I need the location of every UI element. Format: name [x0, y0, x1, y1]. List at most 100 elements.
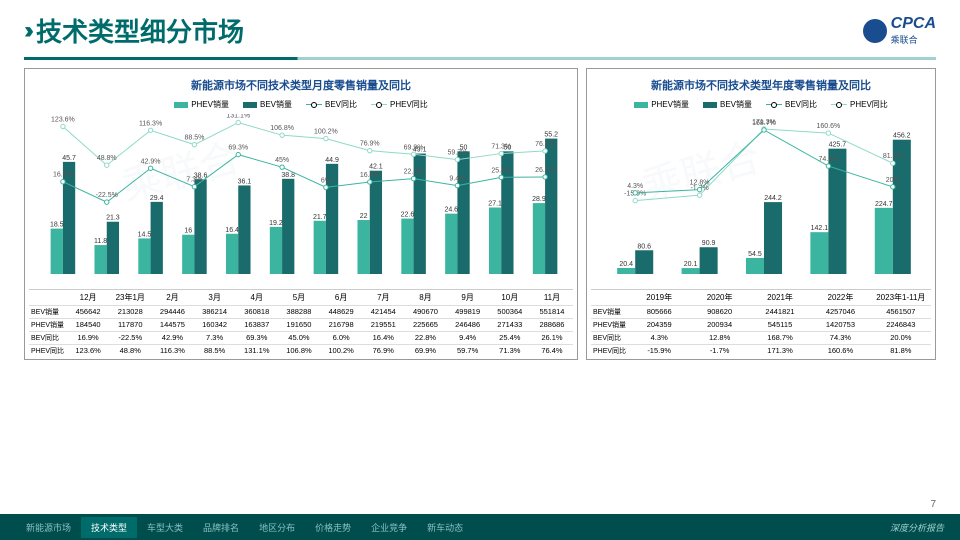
- svg-text:55.2: 55.2: [544, 132, 558, 139]
- svg-text:21.3: 21.3: [106, 215, 120, 222]
- footer-tab[interactable]: 新车动态: [417, 517, 473, 538]
- footer-tab[interactable]: 企业竞争: [361, 517, 417, 538]
- svg-text:22.6: 22.6: [401, 212, 415, 219]
- page-number: 7: [930, 499, 936, 510]
- header-divider: [24, 57, 936, 60]
- svg-text:22: 22: [360, 213, 368, 220]
- axis-label: 2019年: [629, 290, 689, 305]
- table-row: BEV同比4.3%12.8%168.7%74.3%20.0%: [591, 331, 931, 344]
- page-title: 技术类型细分市场: [36, 12, 244, 49]
- svg-text:76.9%: 76.9%: [360, 141, 380, 148]
- logo-icon: [863, 19, 887, 43]
- legend-item: PHEV同比: [371, 99, 428, 110]
- legend-item: BEV同比: [306, 99, 357, 110]
- axis-label: 3月: [194, 290, 236, 305]
- table-row: BEV销量805666908620244182142570464561507: [591, 305, 931, 318]
- svg-text:42.1: 42.1: [369, 164, 383, 171]
- svg-text:71.3%: 71.3%: [491, 144, 511, 151]
- logo-text: CPCA: [891, 15, 936, 33]
- svg-text:25.4%: 25.4%: [491, 167, 511, 174]
- logo-subtitle: 乘联合: [891, 33, 936, 46]
- svg-text:9.4%: 9.4%: [449, 176, 465, 183]
- chevron-icon: ››: [24, 17, 28, 45]
- svg-text:4.3%: 4.3%: [627, 183, 643, 190]
- svg-text:90.9: 90.9: [702, 240, 716, 247]
- svg-text:80.6: 80.6: [637, 243, 651, 250]
- axis-label: 2020年: [689, 290, 749, 305]
- svg-text:45.7: 45.7: [62, 155, 76, 162]
- footer-tab[interactable]: 品牌排名: [193, 517, 249, 538]
- svg-text:160.6%: 160.6%: [817, 123, 841, 130]
- svg-text:244.2: 244.2: [764, 195, 782, 202]
- charts-container: 新能源市场不同技术类型月度零售销量及同比 PHEV销量BEV销量BEV同比PHE…: [0, 68, 960, 360]
- svg-text:20%: 20%: [886, 177, 900, 184]
- table-row: BEV同比16.9%-22.5%42.9%7.3%69.3%45.0%6.0%1…: [29, 331, 573, 344]
- table-row: PHEV同比-15.9%-1.7%171.3%160.6%81.8%: [591, 344, 931, 357]
- monthly-axis: 12月23年1月2月3月4月5月6月7月8月9月10月11月: [29, 289, 573, 305]
- svg-text:42.9%: 42.9%: [141, 158, 161, 165]
- table-row: BEV销量45664221302829444638621436081838828…: [29, 305, 573, 318]
- svg-text:168.7%: 168.7%: [752, 120, 776, 127]
- axis-label: 9月: [447, 290, 489, 305]
- axis-label: 2021年: [750, 290, 810, 305]
- legend-item: PHEV销量: [174, 99, 229, 110]
- axis-label: 2023年1-11月: [871, 290, 931, 305]
- axis-label: 6月: [320, 290, 362, 305]
- yearly-table: BEV销量805666908620244182142570464561507PH…: [591, 305, 931, 357]
- axis-label: 11月: [531, 290, 573, 305]
- footer-tab[interactable]: 技术类型: [81, 517, 137, 538]
- svg-text:48.8%: 48.8%: [97, 155, 117, 162]
- svg-text:142.1: 142.1: [811, 225, 829, 232]
- yearly-axis: 2019年2020年2021年2022年2023年1-11月: [591, 289, 931, 305]
- table-row: PHEV销量20435920093454511514207532246843: [591, 318, 931, 331]
- axis-label: 10月: [489, 290, 531, 305]
- svg-text:11.8: 11.8: [94, 238, 107, 245]
- yearly-plot: 20.480.620.190.954.5244.2142.1425.7224.7…: [591, 114, 931, 289]
- footer-tab[interactable]: 价格走势: [305, 517, 361, 538]
- svg-text:28.9: 28.9: [532, 196, 546, 203]
- table-row: PHEV同比123.6%48.8%116.3%88.5%131.1%106.8%…: [29, 344, 573, 357]
- svg-text:224.7: 224.7: [875, 201, 893, 208]
- svg-text:-22.5%: -22.5%: [96, 192, 118, 199]
- svg-text:19.2: 19.2: [269, 220, 283, 227]
- svg-text:7.3%: 7.3%: [186, 177, 202, 184]
- svg-text:45%: 45%: [275, 157, 289, 164]
- svg-text:456.2: 456.2: [893, 133, 911, 140]
- svg-text:21.7: 21.7: [313, 214, 327, 221]
- legend-item: BEV销量: [703, 99, 752, 110]
- axis-label: 7月: [362, 290, 404, 305]
- monthly-plot: 18.545.711.821.314.529.41638.616.436.119…: [29, 114, 573, 289]
- footer-right-label: 深度分析报告: [890, 521, 944, 534]
- logo: CPCA 乘联合: [863, 15, 936, 46]
- svg-text:76.4%: 76.4%: [535, 141, 555, 148]
- legend-item: BEV销量: [243, 99, 292, 110]
- svg-text:100.2%: 100.2%: [314, 129, 338, 136]
- svg-text:44.9: 44.9: [325, 157, 339, 164]
- svg-text:69.9%: 69.9%: [404, 144, 424, 151]
- footer-tab[interactable]: 新能源市场: [16, 517, 81, 538]
- svg-text:54.5: 54.5: [748, 251, 762, 258]
- svg-text:36.1: 36.1: [238, 178, 252, 185]
- legend-item: BEV同比: [766, 99, 817, 110]
- axis-label: 5月: [278, 290, 320, 305]
- monthly-legend: PHEV销量 BEV销量 BEV同比 PHEV同比: [29, 99, 573, 110]
- svg-text:20.1: 20.1: [684, 261, 698, 268]
- svg-text:14.5: 14.5: [138, 231, 152, 238]
- svg-text:27.1: 27.1: [488, 201, 502, 208]
- table-row: PHEV销量1845401178701445751603421638371916…: [29, 318, 573, 331]
- svg-text:26.1%: 26.1%: [535, 167, 555, 174]
- svg-text:22.8%: 22.8%: [404, 169, 424, 176]
- svg-text:38.8: 38.8: [281, 172, 295, 179]
- svg-text:6%: 6%: [321, 177, 331, 184]
- legend-item: PHEV同比: [831, 99, 888, 110]
- axis-label: 23年1月: [109, 290, 151, 305]
- svg-text:16.4%: 16.4%: [360, 172, 380, 179]
- footer: 新能源市场技术类型车型大类品牌排名地区分布价格走势企业竞争新车动态 深度分析报告: [0, 514, 960, 540]
- footer-tab[interactable]: 地区分布: [249, 517, 305, 538]
- monthly-table: BEV销量45664221302829444638621436081838828…: [29, 305, 573, 357]
- svg-text:12.8%: 12.8%: [690, 180, 710, 187]
- svg-text:16: 16: [184, 228, 192, 235]
- footer-tab[interactable]: 车型大类: [137, 517, 193, 538]
- yearly-chart-title: 新能源市场不同技术类型年度零售销量及同比: [591, 77, 931, 93]
- yearly-legend: PHEV销量BEV销量BEV同比PHEV同比: [591, 99, 931, 110]
